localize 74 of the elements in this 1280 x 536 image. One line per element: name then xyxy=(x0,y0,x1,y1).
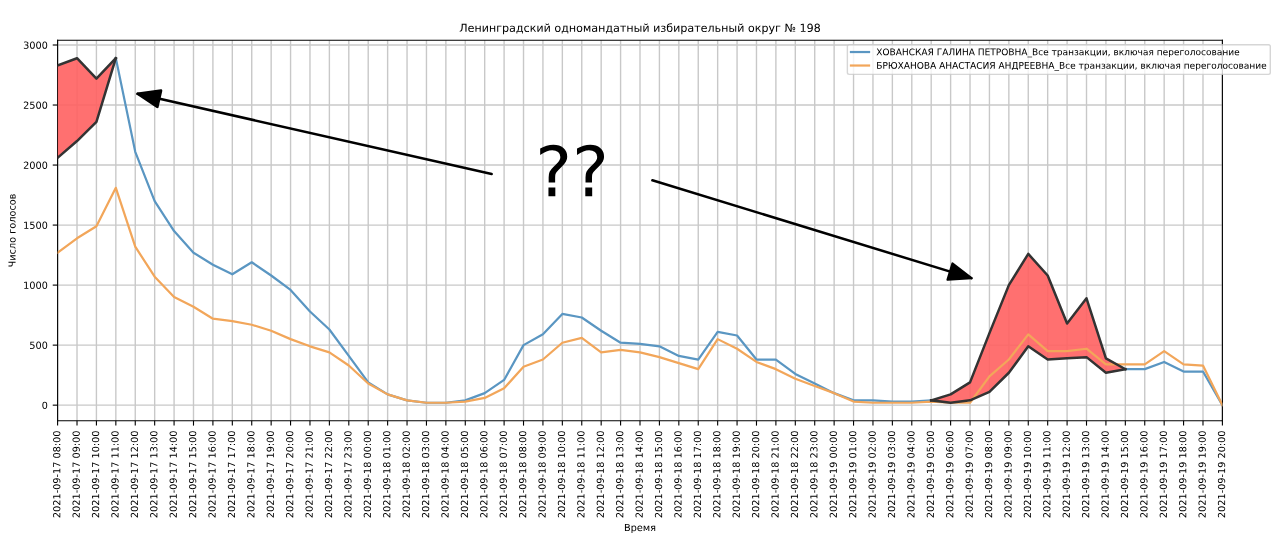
x-tick-label: 2021-09-19 04:00 xyxy=(907,431,915,518)
x-tick-label: 2021-09-17 08:00 xyxy=(53,431,61,518)
x-tick-label: 2021-09-17 21:00 xyxy=(305,431,313,518)
x-tick-label: 2021-09-17 22:00 xyxy=(324,431,333,518)
x-tick-label: 2021-09-18 11:00 xyxy=(577,431,585,518)
x-tick-label: 2021-09-17 11:00 xyxy=(111,431,119,518)
x-tick-label: 2021-09-17 15:00 xyxy=(188,431,197,518)
x-tick-label: 2021-09-19 17:00 xyxy=(1159,431,1167,518)
x-tick-label: 2021-09-18 07:00 xyxy=(499,431,507,518)
x-tick-label: 2021-09-19 20:00 xyxy=(1217,431,1226,518)
x-tick-label: 2021-09-19 09:00 xyxy=(1004,431,1012,518)
x-tick-label: 2021-09-18 10:00 xyxy=(557,431,566,518)
x-tick-label: 2021-09-18 14:00 xyxy=(635,431,643,518)
x-tick-label: 2021-09-17 12:00 xyxy=(130,431,139,518)
x-tick-label: 2021-09-18 01:00 xyxy=(383,431,391,518)
x-tick-label: 2021-09-18 19:00 xyxy=(732,431,740,518)
x-tick-label: 2021-09-19 02:00 xyxy=(868,431,876,518)
y-tick-label: 1500 xyxy=(24,221,48,229)
x-tick-label: 2021-09-18 05:00 xyxy=(460,431,469,518)
x-tick-label: 2021-09-19 07:00 xyxy=(965,431,973,518)
y-tick-label: 3000 xyxy=(23,41,48,49)
x-tick-label: 2021-09-19 05:00 xyxy=(926,431,935,518)
x-tick-label: 2021-09-18 15:00 xyxy=(654,431,663,518)
x-tick-label: 2021-09-19 11:00 xyxy=(1043,431,1051,518)
x-tick-label: 2021-09-18 23:00 xyxy=(810,431,818,518)
legend-label: БРЮХАНОВА АНАСТАСИЯ АНДРЕЕВНА_Все транзакции, включая переголосование xyxy=(877,61,1267,71)
x-tick-label: 2021-09-19 06:00 xyxy=(946,431,954,518)
x-tick-label: 2021-09-17 16:00 xyxy=(208,431,216,518)
x-tick-label: 2021-09-19 15:00 xyxy=(1120,431,1129,518)
x-tick-label: 2021-09-18 13:00 xyxy=(616,431,624,518)
x-tick-label: 2021-09-18 16:00 xyxy=(674,431,682,518)
x-tick-label: 2021-09-18 21:00 xyxy=(771,431,779,518)
y-tick-label: 2500 xyxy=(23,101,48,109)
x-axis-title: Время xyxy=(624,523,656,534)
y-tick-label: 500 xyxy=(30,341,48,349)
x-tick-label: 2021-09-17 10:00 xyxy=(91,431,100,518)
y-tick-label: 0 xyxy=(42,401,48,409)
x-tick-label: 2021-09-18 09:00 xyxy=(538,431,546,518)
x-tick-label: 2021-09-18 22:00 xyxy=(790,431,799,518)
x-tick-label: 2021-09-18 18:00 xyxy=(713,431,721,518)
x-tick-label: 2021-09-19 00:00 xyxy=(829,431,837,518)
x-tick-label: 2021-09-19 13:00 xyxy=(1081,431,1090,518)
y-tick-label: 2000 xyxy=(23,161,48,169)
x-tick-label: 2021-09-17 13:00 xyxy=(150,431,158,518)
x-tick-label: 2021-09-18 02:00 xyxy=(402,431,410,518)
x-tick-label: 2021-09-17 17:00 xyxy=(227,431,236,518)
x-tick-label: 2021-09-18 00:00 xyxy=(363,431,372,518)
x-tick-label: 2021-09-18 12:00 xyxy=(596,431,604,518)
x-tick-label: 2021-09-19 08:00 xyxy=(984,431,993,518)
x-tick-label: 2021-09-18 08:00 xyxy=(518,431,527,518)
x-tick-label: 2021-09-19 10:00 xyxy=(1023,431,1032,518)
x-tick-label: 2021-09-18 04:00 xyxy=(441,431,449,518)
x-tick-label: 2021-09-19 14:00 xyxy=(1101,431,1109,518)
y-tick-label: 1000 xyxy=(24,281,48,289)
x-tick-label: 2021-09-18 06:00 xyxy=(480,431,488,518)
x-tick-label: 2021-09-18 03:00 xyxy=(421,431,430,518)
x-tick-label: 2021-09-19 01:00 xyxy=(849,431,857,518)
x-tick-label: 2021-09-17 14:00 xyxy=(169,431,177,518)
y-axis-title: Число голосов xyxy=(8,194,16,267)
x-tick-label: 2021-09-18 20:00 xyxy=(751,431,760,518)
x-tick-label: 2021-09-19 12:00 xyxy=(1062,431,1070,518)
x-tick-label: 2021-09-17 19:00 xyxy=(266,431,274,518)
x-tick-label: 2021-09-19 03:00 xyxy=(887,431,896,518)
x-tick-label: 2021-09-17 23:00 xyxy=(344,431,352,518)
x-tick-label: 2021-09-17 09:00 xyxy=(72,431,80,518)
x-tick-label: 2021-09-17 20:00 xyxy=(286,431,294,518)
chart-title: Ленинградский одномандатный избирательный округ № 198 xyxy=(459,23,820,35)
x-tick-label: 2021-09-19 16:00 xyxy=(1140,431,1148,518)
x-tick-label: 2021-09-18 17:00 xyxy=(693,431,702,518)
x-tick-label: 2021-09-17 18:00 xyxy=(247,431,255,518)
x-tick-label: 2021-09-19 18:00 xyxy=(1179,431,1187,518)
legend-label: ХОВАНСКАЯ ГАЛИНА ПЕТРОВНА_Все транзакции, включая переголосование xyxy=(876,48,1240,58)
annotation: ?? xyxy=(540,144,605,197)
x-tick-label: 2021-09-19 19:00 xyxy=(1198,431,1206,518)
